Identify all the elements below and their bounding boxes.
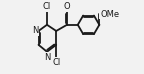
Text: Cl: Cl (43, 2, 51, 11)
Text: OMe: OMe (100, 9, 119, 18)
Text: N: N (44, 53, 50, 61)
Text: Cl: Cl (52, 58, 60, 67)
Text: N: N (32, 26, 38, 35)
Text: O: O (64, 2, 70, 11)
